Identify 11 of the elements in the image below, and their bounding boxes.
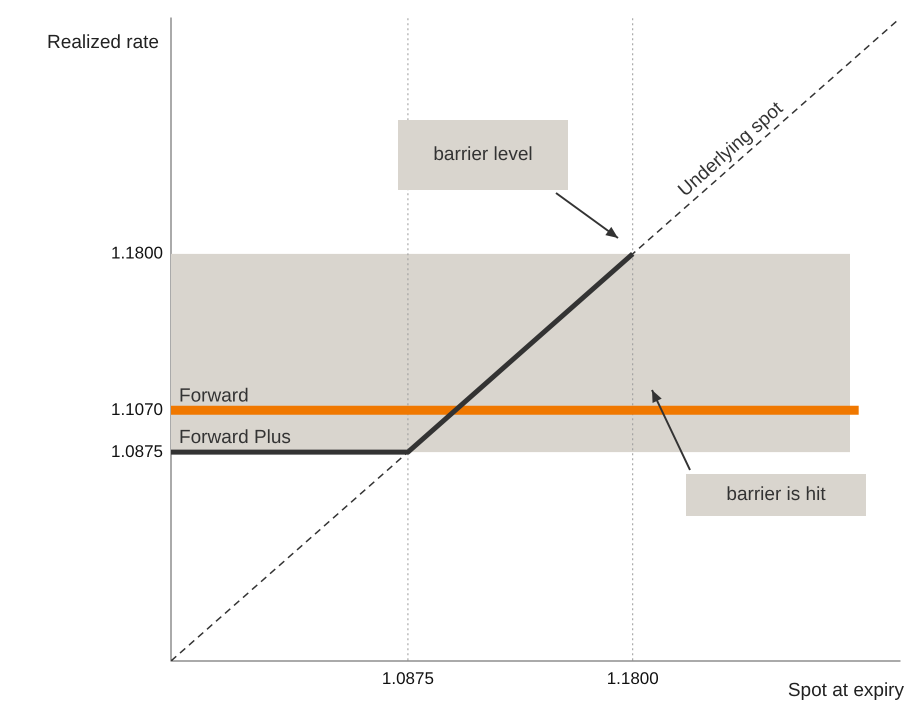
- y-tick-label: 1.1800: [111, 244, 163, 263]
- annotation: barrier is hit: [726, 484, 826, 506]
- series-label: Forward: [179, 385, 249, 406]
- callout-box: barrier is hit: [686, 474, 866, 516]
- x-axis-title: Spot at expiry: [788, 680, 904, 701]
- annotation: barrier level: [433, 144, 533, 166]
- series-label: Forward Plus: [179, 427, 291, 448]
- y-tick-label: 1.1070: [111, 400, 163, 419]
- callout-box: barrier level: [398, 120, 568, 190]
- y-axis-title: Realized rate: [47, 32, 159, 53]
- y-tick-label: 1.0875: [111, 442, 163, 461]
